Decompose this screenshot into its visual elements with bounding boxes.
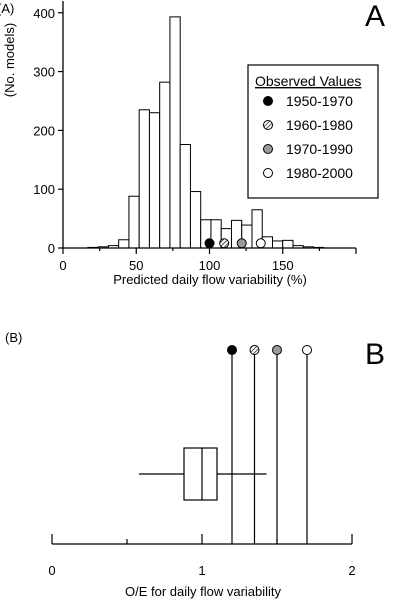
histogram-bar: [189, 191, 202, 249]
panel-a: (A) A (No. models) Predicted daily flow …: [0, 0, 385, 287]
panel-a-label: (A): [0, 1, 14, 16]
observed-marker: [272, 345, 282, 355]
observed-point: [236, 238, 247, 249]
x-tick-label: 100: [199, 258, 221, 273]
histogram-bar: [179, 143, 191, 249]
legend-marker: [263, 120, 273, 130]
legend-label: 1980-2000: [286, 165, 353, 181]
x-tick-label: 150: [272, 258, 294, 273]
histogram-bar: [169, 16, 181, 249]
panel-b-letter: B: [365, 338, 385, 371]
panel-b: (B) B O/E for daily flow variability 0 1 2: [5, 330, 385, 599]
histogram-bar: [128, 195, 140, 249]
observed-marker: [249, 345, 260, 355]
observed-marker: [227, 345, 237, 355]
panel-b-axes: 0 1 2: [48, 534, 356, 578]
x-tick-label: 2: [348, 563, 355, 578]
histogram-bar: [148, 112, 161, 249]
y-tick-label: 0: [48, 241, 55, 256]
histogram-bar: [118, 239, 130, 249]
observed-point: [204, 238, 215, 249]
legend: Observed Values 1950-1970 1960-1980 1970-1…: [247, 64, 379, 199]
legend-label: 1960-1980: [286, 117, 353, 133]
legend-marker: [263, 96, 273, 106]
x-tick-label: 0: [59, 258, 66, 273]
histogram-bar: [138, 109, 150, 249]
panel-a-ylabel: (No. models): [2, 23, 17, 97]
observed-point: [219, 238, 230, 249]
histogram-bar: [159, 81, 171, 249]
observed-points: [204, 238, 266, 249]
observed-marker: [302, 345, 312, 355]
y-tick-label: 100: [33, 182, 55, 197]
legend-marker: [263, 144, 273, 154]
x-tick-label: 0: [48, 563, 55, 578]
y-tick-label: 400: [33, 6, 55, 21]
observed-point: [255, 238, 266, 249]
x-tick-label: 1: [198, 563, 205, 578]
observed-lines: [227, 345, 312, 544]
histogram-bar: [271, 240, 284, 249]
panel-a-axes: 0 100 200 300 400 0 50 100 150: [33, 1, 357, 273]
y-tick-label: 300: [33, 65, 55, 80]
panel-b-xlabel: O/E for daily flow variability: [125, 584, 282, 599]
y-tick-label: 200: [33, 123, 55, 138]
histogram-bar: [282, 239, 294, 249]
histogram-bars: [87, 16, 325, 249]
boxplot: [139, 447, 267, 501]
box: [183, 447, 218, 501]
panel-b-label: (B): [5, 330, 22, 345]
panel-a-letter: A: [365, 0, 385, 33]
panel-a-xlabel: Predicted daily flow variability (%): [113, 272, 307, 287]
legend-label: 1950-1970: [286, 93, 353, 109]
legend-title: Observed Values: [255, 73, 361, 89]
legend-label: 1970-1990: [286, 141, 353, 157]
legend-marker: [263, 168, 273, 178]
x-tick-label: 50: [129, 258, 143, 273]
